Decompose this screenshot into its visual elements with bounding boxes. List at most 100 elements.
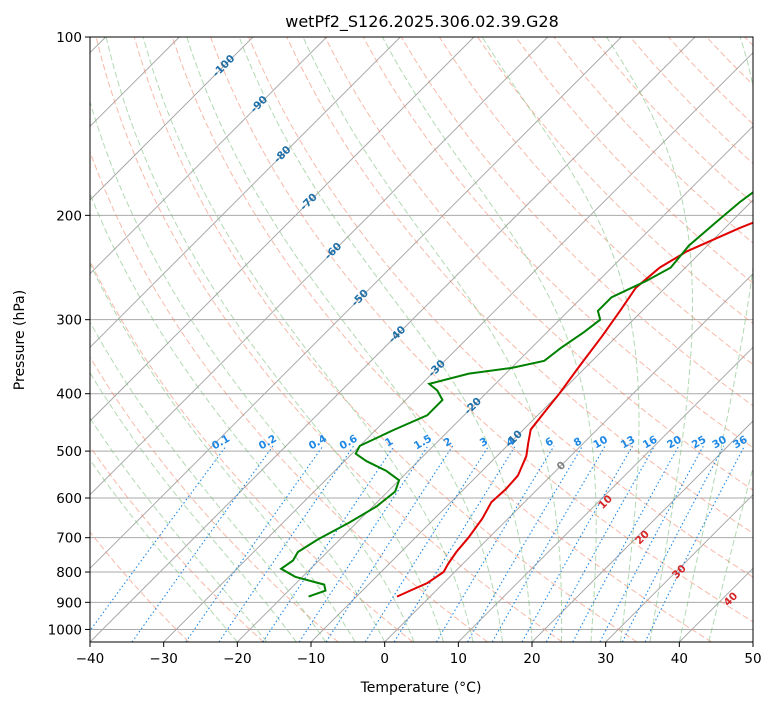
mixing-ratio-line	[521, 445, 633, 642]
x-tick-label: 30	[597, 651, 614, 667]
moist-adiabat-line	[90, 262, 356, 642]
y-tick-label: 200	[56, 208, 82, 224]
moist-adiabat-line	[90, 192, 386, 642]
x-tick-label: 50	[744, 651, 761, 667]
mixing-ratio-line	[185, 445, 324, 642]
moist-adiabat-line	[606, 37, 693, 642]
isotherm-line	[90, 37, 549, 496]
x-tick-label: 20	[523, 651, 540, 667]
x-tick-label: −10	[297, 651, 326, 667]
isotherm-line	[90, 37, 254, 201]
moist-adiabat-label: 20	[633, 528, 652, 547]
x-tick-label: 10	[450, 651, 467, 667]
dry-adiabat-line	[438, 37, 753, 366]
x-axis: −40 −30 −20 −10 0 10 20 30 40 50	[76, 642, 762, 667]
temperature-line	[396, 221, 753, 598]
mixing-ratio-line	[298, 445, 429, 642]
mixing-ratio-label: 20	[665, 434, 684, 452]
mixing-ratio-line	[572, 445, 680, 642]
moist-adiabat-line	[90, 99, 415, 642]
x-tick-label: 0	[380, 651, 389, 667]
dry-adiabat-line	[706, 37, 753, 86]
isotherm-line	[90, 37, 475, 422]
y-axis-label: Pressure (hPa)	[12, 290, 28, 390]
moist-adiabat-line	[90, 417, 268, 642]
moist-adiabat-line	[238, 37, 533, 642]
isotherm-line	[90, 37, 328, 275]
isotherm-line	[752, 641, 753, 642]
y-tick-label: 600	[56, 491, 82, 507]
dry-adiabat-line	[591, 37, 753, 204]
grid-labels: 0.1 0.2 0.4 0.6 1 1.5 2 3 4 6 8 10 13 16 20 25 30 36-100-…	[210, 53, 750, 609]
y-tick-label: 700	[56, 531, 82, 547]
moist-adiabat-line	[481, 37, 640, 642]
isotherm-line	[90, 37, 401, 349]
moist-adiabat-line	[302, 37, 563, 642]
mixing-ratio-line	[262, 445, 395, 642]
isotherm-line	[236, 125, 753, 642]
mixing-ratio-label: 1	[383, 435, 395, 449]
isotherm-line	[531, 420, 753, 642]
plot-frame	[89, 36, 754, 643]
y-axis: 100 200 300 400 500 600 700 800 900 1000	[48, 30, 90, 638]
isotherm-line	[90, 37, 696, 642]
dry-adiabat-line	[95, 37, 563, 642]
moist-adiabat-line	[142, 37, 474, 642]
moist-adiabat-line	[186, 37, 503, 642]
dry-adiabat-line	[248, 37, 753, 578]
moist-adiabat-label: 40	[721, 590, 740, 609]
chart-title: wetPf2_S126.2025.306.02.39.G28	[285, 12, 559, 32]
moist-adiabat-line	[90, 371, 297, 642]
mixing-ratio-label: 6	[543, 435, 555, 449]
mixing-ratio-line	[599, 445, 704, 642]
mixing-ratio-line	[435, 445, 555, 642]
y-tick-label: 500	[56, 444, 82, 460]
moist-adiabat-line	[678, 37, 753, 642]
isotherm-line	[457, 346, 753, 642]
dry-adiabat-line	[515, 37, 753, 284]
isotherm-line	[678, 567, 753, 642]
background-grid	[90, 37, 753, 642]
mixing-ratio-label: 16	[641, 434, 660, 452]
dry-adiabat-line	[400, 37, 753, 407]
moist-adiabat-line	[381, 37, 597, 642]
mixing-ratio-line	[364, 445, 490, 642]
moist-adiabat-label: 10	[596, 493, 615, 512]
mixing-ratio-line	[131, 445, 274, 642]
moist-adiabat-label: 0	[555, 459, 569, 473]
isotherm-line	[163, 51, 753, 642]
dry-adiabat-line	[668, 37, 753, 125]
profile-lines	[279, 191, 753, 598]
y-tick-label: 400	[56, 387, 82, 403]
dry-adiabat-line	[133, 37, 638, 642]
x-tick-label: 40	[671, 651, 688, 667]
mixing-ratio-line	[467, 445, 584, 642]
y-tick-label: 1000	[48, 622, 82, 638]
mixing-ratio-label: 8	[572, 435, 584, 449]
dry-adiabat-line	[286, 37, 753, 534]
dry-adiabat-line	[90, 259, 414, 642]
y-tick-label: 900	[56, 595, 82, 611]
dry-adiabat-line	[210, 37, 753, 623]
y-tick-label: 300	[56, 313, 82, 329]
dewpoint-line	[279, 191, 753, 598]
dry-adiabat-line	[171, 37, 712, 642]
dry-adiabat-line	[90, 356, 339, 642]
mixing-ratio-label: 10	[591, 434, 610, 452]
y-tick-label: 800	[56, 565, 82, 581]
mixing-ratio-label: 30	[710, 434, 729, 452]
mixing-ratio-line	[325, 445, 454, 642]
mixing-ratio-label: 36	[731, 434, 750, 452]
dry-adiabat-line	[744, 37, 753, 47]
moist-adiabat-line	[90, 459, 238, 642]
mixing-ratio-line	[218, 445, 355, 642]
isotherm-line	[384, 272, 753, 642]
isotherm-line	[90, 37, 622, 570]
mixing-ratio-label: 0.2	[257, 433, 279, 453]
dry-adiabat-line	[90, 531, 190, 642]
mixing-ratio-label: 13	[619, 434, 638, 452]
dry-adiabat-line	[90, 150, 488, 642]
mixing-ratio-label: 1.5	[412, 433, 434, 453]
mixing-ratio-line	[545, 445, 656, 642]
